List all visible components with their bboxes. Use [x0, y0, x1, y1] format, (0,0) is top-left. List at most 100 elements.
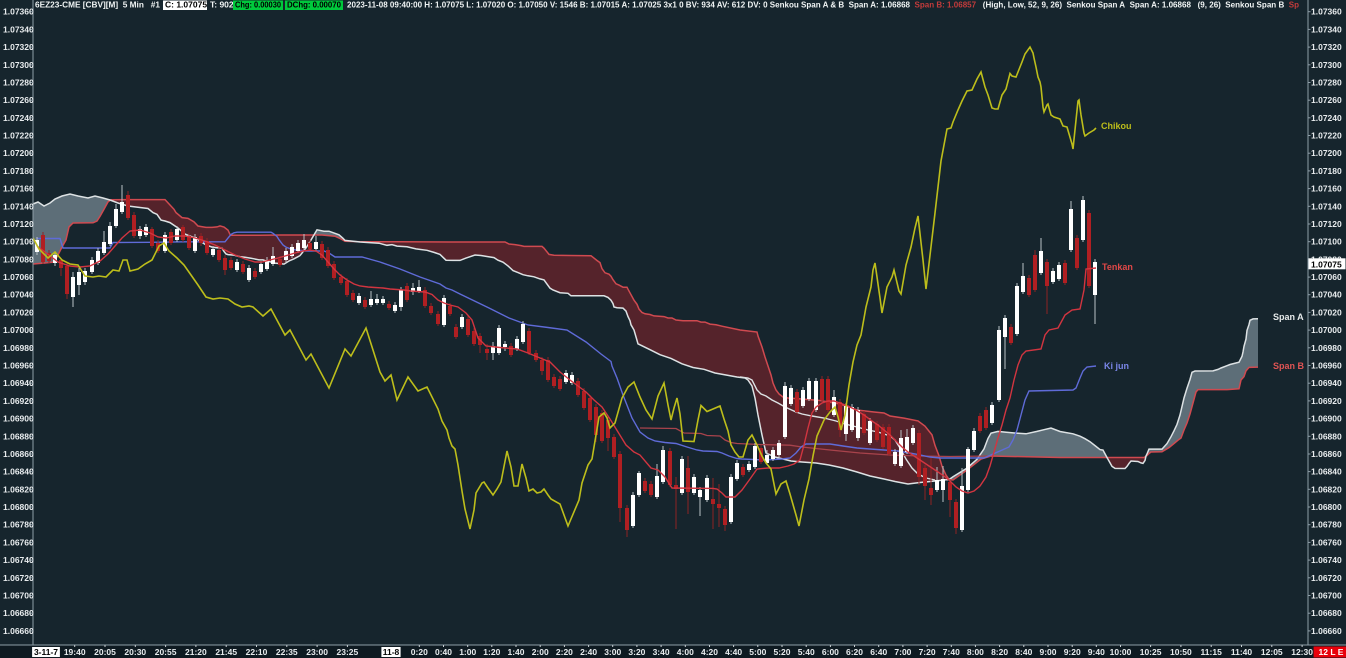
svg-text:1.06840: 1.06840: [1311, 467, 1342, 477]
svg-text:7:20: 7:20: [919, 647, 936, 657]
svg-text:1.07100: 1.07100: [3, 237, 34, 247]
svg-text:1.07240: 1.07240: [1311, 113, 1342, 123]
svg-text:2:00: 2:00: [532, 647, 549, 657]
svg-text:1.07360: 1.07360: [3, 7, 34, 17]
svg-text:4:40: 4:40: [725, 647, 742, 657]
svg-text:9:00: 9:00: [1039, 647, 1056, 657]
svg-text:C: 1.07075: C: 1.07075: [165, 0, 207, 10]
svg-text:1.07320: 1.07320: [3, 42, 34, 52]
svg-text:11-8: 11-8: [383, 647, 400, 657]
svg-text:Tenkan: Tenkan: [1102, 262, 1133, 272]
svg-text:DChg: 0.00070: DChg: 0.00070: [287, 0, 341, 10]
svg-text:1.07000: 1.07000: [1311, 325, 1342, 335]
svg-text:1.06900: 1.06900: [3, 414, 34, 424]
svg-text:1.06820: 1.06820: [1311, 484, 1342, 494]
svg-text:1.07020: 1.07020: [1311, 307, 1342, 317]
svg-text:1.07280: 1.07280: [3, 78, 34, 88]
svg-text:1.06860: 1.06860: [1311, 449, 1342, 459]
svg-text:6:20: 6:20: [846, 647, 863, 657]
svg-text:1.07360: 1.07360: [1311, 7, 1342, 17]
svg-text:1.06980: 1.06980: [3, 343, 34, 353]
svg-text:1.06900: 1.06900: [1311, 414, 1342, 424]
svg-text:1.06660: 1.06660: [3, 626, 34, 636]
svg-text:1.06740: 1.06740: [3, 555, 34, 565]
svg-text:1:40: 1:40: [507, 647, 524, 657]
svg-text:1.06960: 1.06960: [1311, 361, 1342, 371]
svg-text:10:25: 10:25: [1140, 647, 1162, 657]
svg-text:1.07160: 1.07160: [3, 184, 34, 194]
svg-text:1.06680: 1.06680: [1311, 608, 1342, 618]
svg-text:7:00: 7:00: [894, 647, 911, 657]
svg-text:1.07280: 1.07280: [1311, 78, 1342, 88]
svg-text:1.07000: 1.07000: [3, 325, 34, 335]
svg-text:1.06760: 1.06760: [1311, 537, 1342, 547]
svg-text:1.07180: 1.07180: [3, 166, 34, 176]
svg-text:12:05: 12:05: [1261, 647, 1283, 657]
svg-text:8:20: 8:20: [991, 647, 1008, 657]
svg-text:1.07080: 1.07080: [3, 254, 34, 264]
svg-text:1.06960: 1.06960: [3, 361, 34, 371]
svg-text:9:40: 9:40: [1088, 647, 1105, 657]
svg-text:1.07200: 1.07200: [1311, 148, 1342, 158]
svg-text:20:55: 20:55: [155, 647, 177, 657]
svg-text:23:25: 23:25: [337, 647, 359, 657]
svg-text:6EZ23-CME [CBV][M] 5 Min #1: 6EZ23-CME [CBV][M] 5 Min #1: [35, 0, 160, 10]
svg-text:12:30: 12:30: [1291, 647, 1313, 657]
svg-text:1.06720: 1.06720: [3, 573, 34, 583]
svg-text:1.07260: 1.07260: [1311, 95, 1342, 105]
svg-text:3:00: 3:00: [604, 647, 621, 657]
svg-text:4:00: 4:00: [677, 647, 694, 657]
svg-text:1.06940: 1.06940: [3, 378, 34, 388]
svg-text:3:40: 3:40: [653, 647, 670, 657]
svg-text:1.06860: 1.06860: [3, 449, 34, 459]
svg-text:1.06880: 1.06880: [3, 431, 34, 441]
svg-text:1.07060: 1.07060: [1311, 272, 1342, 282]
svg-text:3-11-7: 3-11-7: [34, 647, 58, 657]
svg-text:1.06780: 1.06780: [1311, 520, 1342, 530]
svg-text:1.07300: 1.07300: [3, 60, 34, 70]
svg-text:1.07300: 1.07300: [1311, 60, 1342, 70]
svg-text:Ki jun: Ki jun: [1104, 361, 1129, 371]
svg-text:1.06840: 1.06840: [3, 467, 34, 477]
svg-text:3:20: 3:20: [628, 647, 645, 657]
svg-text:1.06800: 1.06800: [1311, 502, 1342, 512]
svg-text:0:20: 0:20: [411, 647, 428, 657]
svg-text:8:40: 8:40: [1015, 647, 1032, 657]
svg-text:7:40: 7:40: [943, 647, 960, 657]
svg-text:1.07075: 1.07075: [1311, 259, 1342, 269]
svg-text:1.07160: 1.07160: [1311, 184, 1342, 194]
svg-text:1.06680: 1.06680: [3, 608, 34, 618]
svg-text:Span B: Span B: [1273, 361, 1305, 371]
svg-text:1.06700: 1.06700: [1311, 591, 1342, 601]
svg-text:1.07040: 1.07040: [1311, 290, 1342, 300]
svg-text:1.07340: 1.07340: [3, 24, 34, 34]
svg-text:1.07220: 1.07220: [1311, 131, 1342, 141]
svg-text:1.06740: 1.06740: [1311, 555, 1342, 565]
svg-text:1.06980: 1.06980: [1311, 343, 1342, 353]
svg-text:22:35: 22:35: [276, 647, 298, 657]
svg-text:1.07220: 1.07220: [3, 131, 34, 141]
svg-text:1.07240: 1.07240: [3, 113, 34, 123]
svg-text:1.07320: 1.07320: [1311, 42, 1342, 52]
svg-text:11:40: 11:40: [1231, 647, 1253, 657]
svg-text:20:05: 20:05: [94, 647, 116, 657]
svg-text:1.07040: 1.07040: [3, 290, 34, 300]
svg-text:1.07060: 1.07060: [3, 272, 34, 282]
svg-text:10:50: 10:50: [1170, 647, 1192, 657]
svg-text:T: 902: T: 902: [210, 0, 234, 10]
svg-text:1:20: 1:20: [483, 647, 500, 657]
svg-text:20:30: 20:30: [124, 647, 146, 657]
svg-text:6:40: 6:40: [870, 647, 887, 657]
svg-text:1.06720: 1.06720: [1311, 573, 1342, 583]
svg-text:4:20: 4:20: [701, 647, 718, 657]
svg-text:1.06880: 1.06880: [1311, 431, 1342, 441]
svg-text:1.07120: 1.07120: [3, 219, 34, 229]
svg-text:1.07200: 1.07200: [3, 148, 34, 158]
svg-text:1.06920: 1.06920: [1311, 396, 1342, 406]
svg-text:11:15: 11:15: [1201, 647, 1223, 657]
svg-text:1.07180: 1.07180: [1311, 166, 1342, 176]
svg-text:1.07140: 1.07140: [1311, 201, 1342, 211]
svg-text:2:20: 2:20: [556, 647, 573, 657]
svg-text:5:00: 5:00: [749, 647, 766, 657]
svg-text:1.06800: 1.06800: [3, 502, 34, 512]
